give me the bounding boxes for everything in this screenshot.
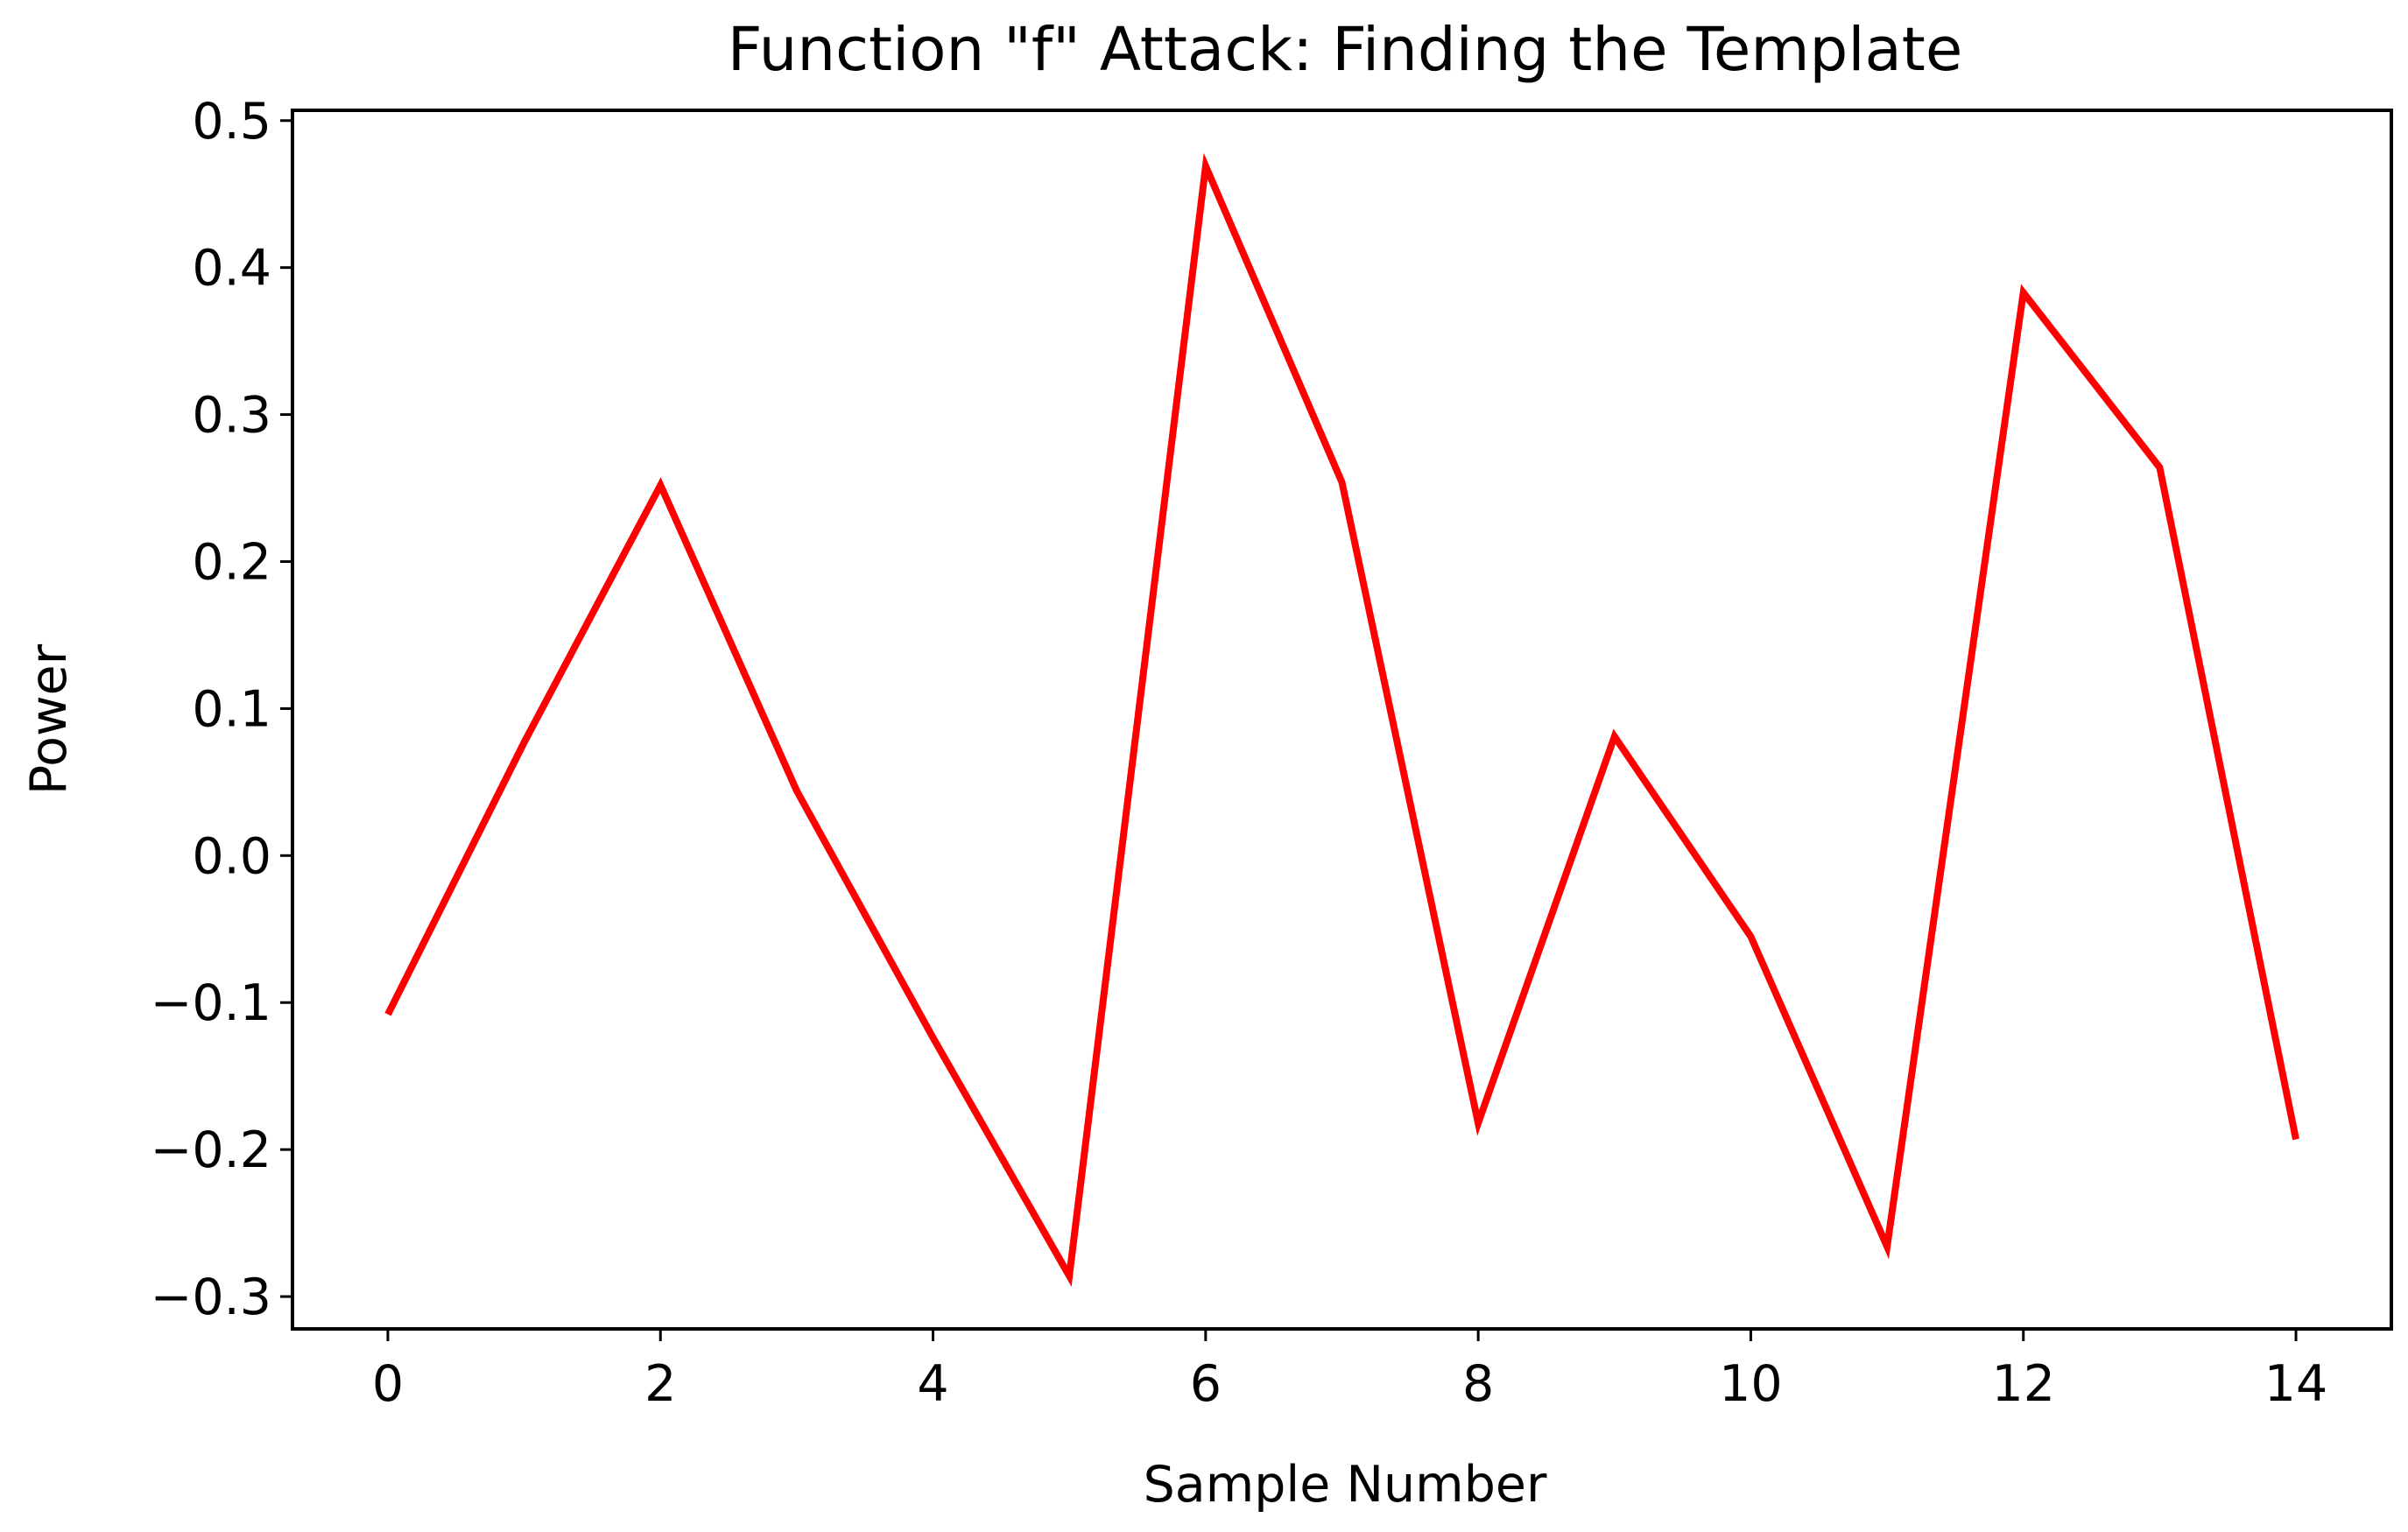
y-tick-label: 0.1 (192, 680, 271, 738)
plot-frame (291, 109, 2393, 1331)
y-tick-label: 0.3 (192, 387, 271, 445)
y-axis-label: Power (20, 643, 78, 795)
chart-title: Function "f" Attack: Finding the Templat… (728, 15, 1963, 85)
y-tick-label: 0.5 (192, 93, 271, 151)
x-tick-label: 12 (1991, 1355, 2055, 1413)
x-tick-label: 4 (917, 1355, 948, 1413)
y-tick-label: 0.2 (192, 533, 271, 591)
x-tick-label: 14 (2264, 1355, 2328, 1413)
x-tick-label: 2 (644, 1355, 676, 1413)
series-line (384, 152, 2299, 1288)
y-tick-label: −0.3 (151, 1268, 271, 1326)
y-tick-label: 0.0 (192, 827, 271, 885)
x-tick-label: 8 (1462, 1355, 1494, 1413)
x-axis-label: Sample Number (1144, 1456, 1547, 1514)
y-tick-label: 0.4 (192, 240, 271, 298)
x-tick-label: 0 (372, 1355, 404, 1413)
y-tick-label: −0.2 (151, 1121, 271, 1179)
y-tick-label: −0.1 (151, 974, 271, 1032)
x-tick-label: 6 (1190, 1355, 1222, 1413)
x-tick-label: 10 (1719, 1355, 1783, 1413)
